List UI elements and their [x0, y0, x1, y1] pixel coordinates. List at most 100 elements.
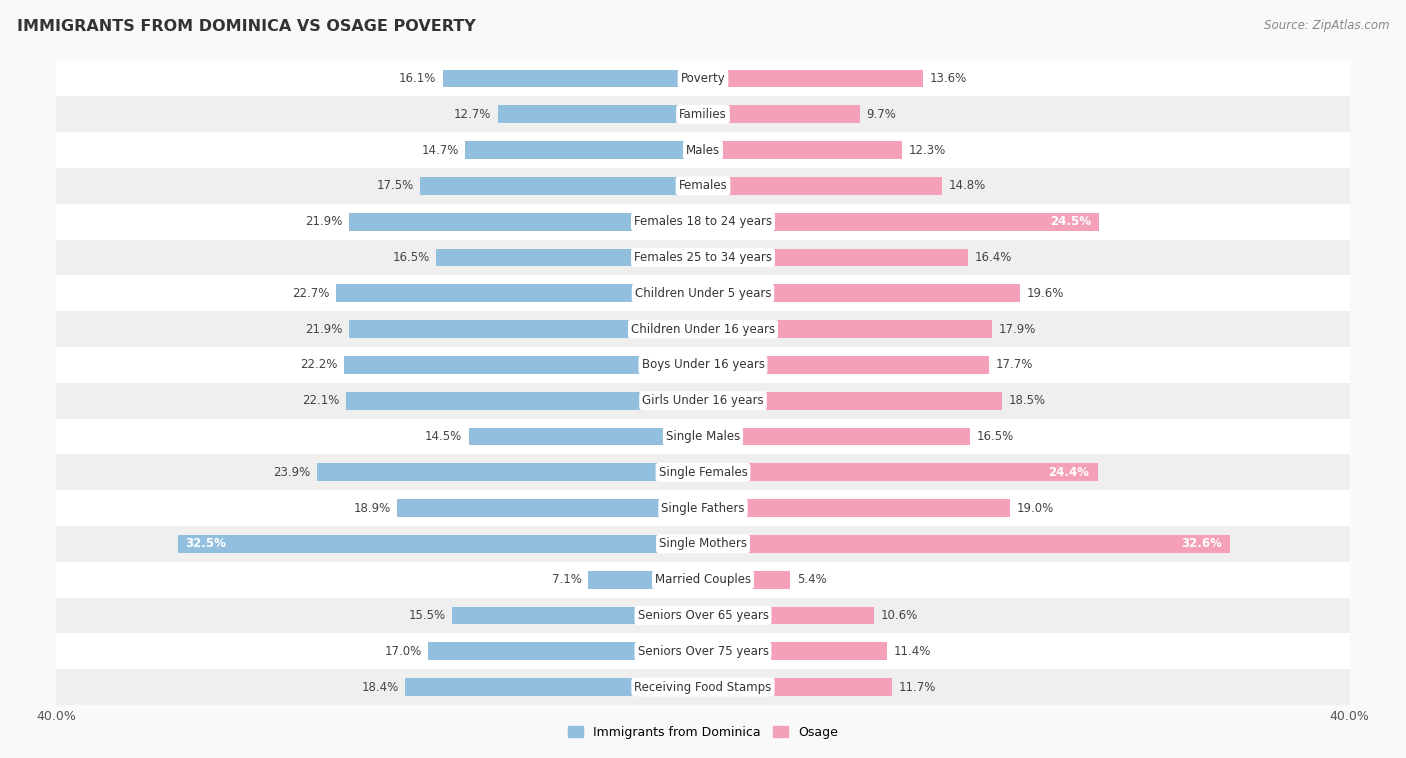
Text: 17.7%: 17.7%	[995, 359, 1033, 371]
Text: 32.5%: 32.5%	[186, 537, 226, 550]
Text: 21.9%: 21.9%	[305, 323, 343, 336]
FancyBboxPatch shape	[56, 597, 1350, 634]
Text: 11.7%: 11.7%	[898, 681, 936, 694]
Bar	[703, 392, 1002, 409]
Text: 9.7%: 9.7%	[866, 108, 896, 121]
FancyBboxPatch shape	[56, 168, 1350, 204]
Text: 16.5%: 16.5%	[976, 430, 1014, 443]
Text: Single Males: Single Males	[666, 430, 740, 443]
Bar	[703, 249, 969, 267]
Bar	[703, 356, 990, 374]
Text: 18.9%: 18.9%	[354, 502, 391, 515]
Text: Receiving Food Stamps: Receiving Food Stamps	[634, 681, 772, 694]
Text: 14.5%: 14.5%	[425, 430, 463, 443]
Bar	[703, 571, 790, 589]
Text: Single Mothers: Single Mothers	[659, 537, 747, 550]
Text: Females 18 to 24 years: Females 18 to 24 years	[634, 215, 772, 228]
Text: 17.5%: 17.5%	[377, 180, 413, 193]
Text: 7.1%: 7.1%	[553, 573, 582, 586]
Bar	[346, 392, 703, 409]
Bar	[703, 320, 993, 338]
Bar	[703, 105, 860, 124]
Text: 22.7%: 22.7%	[292, 287, 329, 300]
Bar	[344, 356, 703, 374]
Text: Source: ZipAtlas.com: Source: ZipAtlas.com	[1264, 19, 1389, 32]
Text: Boys Under 16 years: Boys Under 16 years	[641, 359, 765, 371]
FancyBboxPatch shape	[56, 526, 1350, 562]
Text: Single Females: Single Females	[658, 465, 748, 479]
FancyBboxPatch shape	[56, 347, 1350, 383]
Text: 19.6%: 19.6%	[1026, 287, 1064, 300]
Bar	[349, 320, 703, 338]
Bar	[468, 428, 703, 446]
Text: Females: Females	[679, 180, 727, 193]
Text: 18.5%: 18.5%	[1008, 394, 1046, 407]
Text: 23.9%: 23.9%	[273, 465, 311, 479]
Bar	[703, 463, 1098, 481]
FancyBboxPatch shape	[56, 312, 1350, 347]
Bar	[703, 70, 922, 87]
FancyBboxPatch shape	[56, 669, 1350, 705]
Text: 17.0%: 17.0%	[384, 645, 422, 658]
FancyBboxPatch shape	[56, 204, 1350, 240]
Text: IMMIGRANTS FROM DOMINICA VS OSAGE POVERTY: IMMIGRANTS FROM DOMINICA VS OSAGE POVERT…	[17, 19, 475, 34]
FancyBboxPatch shape	[56, 418, 1350, 454]
Bar	[429, 642, 703, 660]
Bar	[453, 606, 703, 625]
Text: 12.3%: 12.3%	[908, 143, 946, 157]
Text: Children Under 5 years: Children Under 5 years	[634, 287, 772, 300]
Bar	[588, 571, 703, 589]
FancyBboxPatch shape	[56, 275, 1350, 312]
FancyBboxPatch shape	[56, 454, 1350, 490]
Bar	[703, 606, 875, 625]
Text: Married Couples: Married Couples	[655, 573, 751, 586]
Text: 32.6%: 32.6%	[1181, 537, 1222, 550]
Text: Single Fathers: Single Fathers	[661, 502, 745, 515]
Text: Children Under 16 years: Children Under 16 years	[631, 323, 775, 336]
Bar	[349, 213, 703, 230]
Bar	[703, 535, 1230, 553]
Text: Poverty: Poverty	[681, 72, 725, 85]
Legend: Immigrants from Dominica, Osage: Immigrants from Dominica, Osage	[562, 721, 844, 744]
Text: 11.4%: 11.4%	[894, 645, 931, 658]
FancyBboxPatch shape	[56, 132, 1350, 168]
FancyBboxPatch shape	[56, 96, 1350, 132]
Text: 16.4%: 16.4%	[974, 251, 1012, 264]
Text: Families: Families	[679, 108, 727, 121]
Bar	[465, 141, 703, 159]
Text: Males: Males	[686, 143, 720, 157]
FancyBboxPatch shape	[56, 562, 1350, 597]
Bar	[703, 284, 1019, 302]
Text: 19.0%: 19.0%	[1017, 502, 1054, 515]
Bar	[336, 284, 703, 302]
Bar	[316, 463, 703, 481]
Bar	[498, 105, 703, 124]
Text: 24.4%: 24.4%	[1049, 465, 1090, 479]
Bar	[420, 177, 703, 195]
Bar	[703, 428, 970, 446]
Text: 15.5%: 15.5%	[409, 609, 446, 622]
Text: 16.5%: 16.5%	[392, 251, 430, 264]
Text: 18.4%: 18.4%	[361, 681, 399, 694]
Text: 10.6%: 10.6%	[880, 609, 918, 622]
FancyBboxPatch shape	[56, 634, 1350, 669]
Bar	[703, 213, 1099, 230]
Text: 22.2%: 22.2%	[301, 359, 337, 371]
Text: 17.9%: 17.9%	[998, 323, 1036, 336]
Text: 13.6%: 13.6%	[929, 72, 966, 85]
Bar	[703, 642, 887, 660]
Bar	[703, 141, 901, 159]
FancyBboxPatch shape	[56, 383, 1350, 418]
Text: Seniors Over 75 years: Seniors Over 75 years	[637, 645, 769, 658]
FancyBboxPatch shape	[56, 490, 1350, 526]
Text: 22.1%: 22.1%	[302, 394, 339, 407]
Text: 16.1%: 16.1%	[399, 72, 436, 85]
Bar	[398, 499, 703, 517]
Text: 14.7%: 14.7%	[422, 143, 458, 157]
Text: 14.8%: 14.8%	[949, 180, 986, 193]
Bar	[703, 499, 1010, 517]
Text: 5.4%: 5.4%	[797, 573, 827, 586]
Text: Seniors Over 65 years: Seniors Over 65 years	[637, 609, 769, 622]
Text: 21.9%: 21.9%	[305, 215, 343, 228]
Text: 12.7%: 12.7%	[454, 108, 491, 121]
